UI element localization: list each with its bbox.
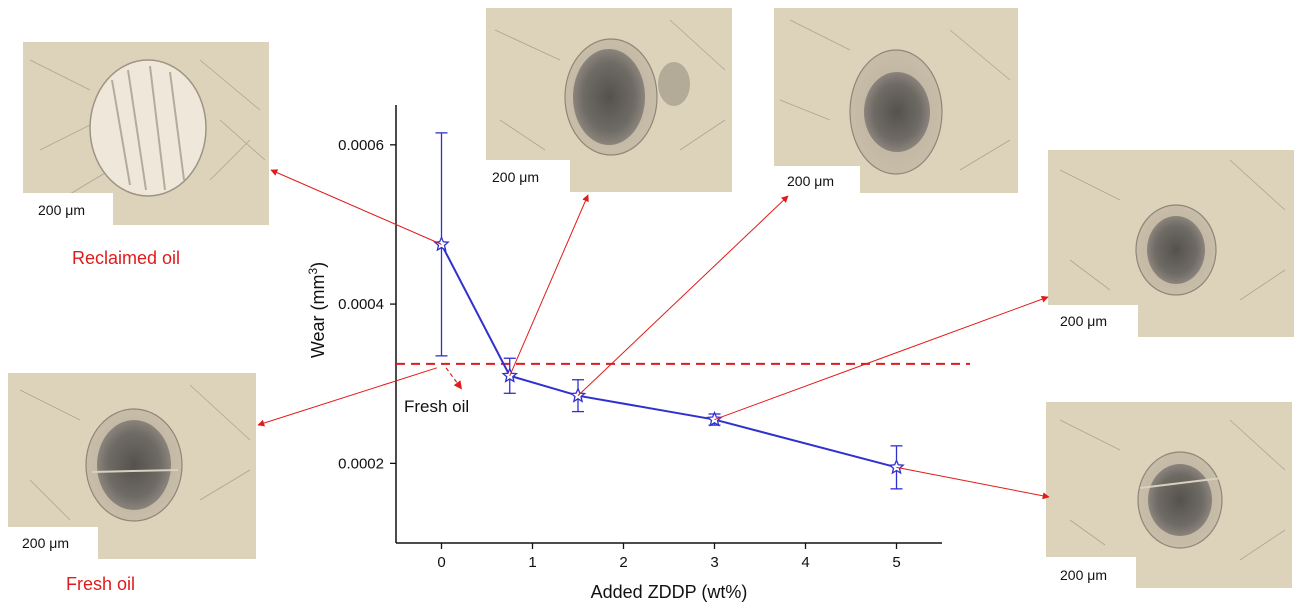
scale-bar-label: 200 μm bbox=[492, 169, 539, 185]
micrograph-scratches bbox=[1059, 419, 1286, 561]
scale-bar-label: 200 μm bbox=[38, 202, 85, 218]
caption-reclaimed-oil: Reclaimed oil bbox=[72, 248, 180, 268]
wear-scar bbox=[89, 59, 207, 197]
x-tick-label: 2 bbox=[619, 554, 627, 571]
y-tick-label: 0.0004 bbox=[338, 296, 384, 313]
scale-bar-label: 200 μm bbox=[1060, 567, 1107, 583]
pointer-arrow bbox=[257, 367, 438, 427]
y-tick-label: 0.0002 bbox=[338, 455, 384, 472]
x-ticks: 0 1 2 3 4 5 bbox=[437, 543, 901, 571]
micrograph-scratches bbox=[19, 384, 251, 521]
pointer-arrow bbox=[896, 466, 1050, 500]
micrograph-5wt: 200 μm bbox=[1046, 402, 1292, 588]
data-point bbox=[888, 458, 905, 475]
micrograph-fresh-oil: 200 μm bbox=[8, 373, 256, 559]
caption-fresh-oil: Fresh oil bbox=[66, 574, 135, 594]
pointer-arrow bbox=[509, 194, 589, 376]
wear-scar bbox=[864, 72, 930, 152]
wear-scar bbox=[1148, 464, 1212, 536]
wear-scar bbox=[573, 49, 645, 145]
y-tick-label: 0.0006 bbox=[338, 137, 384, 154]
scale-bar-label: 200 μm bbox=[787, 173, 834, 189]
y-axis-title-suffix: ) bbox=[308, 262, 328, 268]
scale-bar-label: 200 μm bbox=[1060, 313, 1107, 329]
y-ticks: 0.0002 0.0004 0.0006 bbox=[338, 137, 396, 472]
wear-scar-grooves bbox=[111, 65, 185, 191]
pointer-arrow bbox=[577, 195, 789, 397]
y-axis-title-main: Wear (mm bbox=[308, 275, 328, 359]
micrograph-0-75wt: 200 μm bbox=[486, 8, 732, 192]
micrograph-3wt: 200 μm bbox=[1048, 150, 1294, 337]
wear-scar bbox=[97, 420, 171, 510]
y-axis-title-superscript: 3 bbox=[306, 268, 320, 275]
fresh-oil-reference-label: Fresh oil bbox=[404, 397, 469, 416]
pointer-arrow bbox=[270, 169, 442, 245]
micrograph-reclaimed-oil: 200 μm bbox=[23, 42, 269, 225]
series-line bbox=[440, 243, 897, 469]
x-tick-label: 1 bbox=[528, 554, 536, 571]
x-tick-label: 0 bbox=[437, 554, 445, 571]
y-axis-title: Wear (mm3) bbox=[306, 262, 328, 358]
micrograph-scratches bbox=[1059, 159, 1286, 301]
fresh-oil-pointer bbox=[445, 367, 463, 390]
micrograph-1-5wt: 200 μm bbox=[774, 8, 1018, 193]
x-axis-title: Added ZDDP (wt%) bbox=[591, 582, 748, 602]
wear-scar bbox=[1147, 216, 1205, 284]
chart-axes: 0 1 2 3 4 5 0.0002 0.0004 0.0006 bbox=[338, 105, 942, 571]
micrograph-scratches bbox=[779, 19, 1011, 171]
pointer-arrows bbox=[257, 169, 1050, 500]
micrograph-scratches bbox=[494, 19, 726, 151]
x-tick-label: 4 bbox=[801, 554, 809, 571]
micrograph-scratches bbox=[29, 59, 266, 201]
x-tick-label: 5 bbox=[892, 554, 900, 571]
data-point bbox=[433, 235, 450, 252]
scale-bar-label: 200 μm bbox=[22, 535, 69, 551]
x-tick-label: 3 bbox=[710, 554, 718, 571]
pointer-arrow bbox=[714, 295, 1049, 421]
